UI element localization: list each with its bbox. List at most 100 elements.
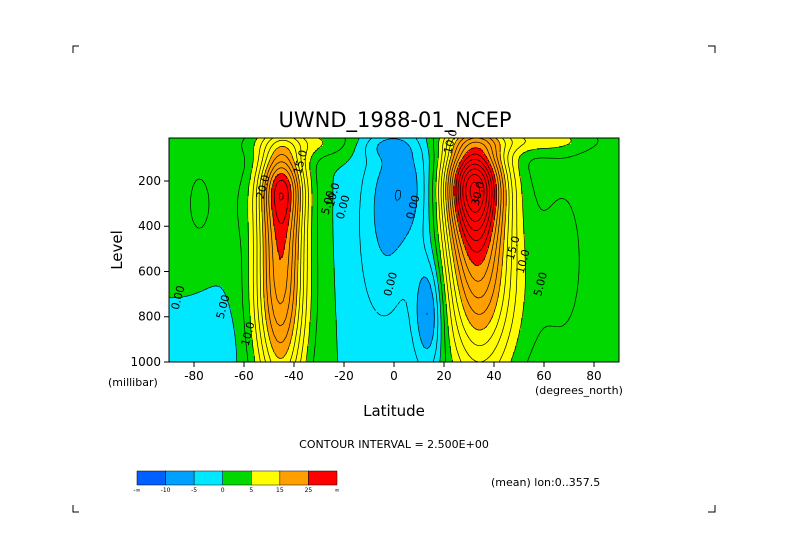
field-cell xyxy=(295,162,310,165)
field-cell xyxy=(337,358,442,361)
field-cell xyxy=(233,320,252,323)
field-cell xyxy=(253,146,280,149)
field-cell xyxy=(465,312,494,315)
field-cell xyxy=(337,350,442,353)
field-cell xyxy=(355,150,378,153)
field-cell xyxy=(249,234,264,237)
field-cell xyxy=(311,272,336,275)
field-cell xyxy=(455,198,498,201)
field-cell xyxy=(421,340,432,343)
field-cell xyxy=(289,216,300,219)
field-cell xyxy=(261,208,272,211)
field-cell xyxy=(501,148,538,151)
contour-label: 0.00 xyxy=(404,194,423,221)
field-cell xyxy=(311,180,334,183)
field-cell xyxy=(249,256,264,259)
field-cell xyxy=(481,148,502,151)
field-cell xyxy=(231,312,250,315)
field-cell xyxy=(467,250,488,253)
field-cell xyxy=(445,194,454,197)
field-cell xyxy=(311,318,336,321)
field-cell xyxy=(271,340,292,343)
field-cell xyxy=(505,220,524,223)
field-cell xyxy=(427,278,438,281)
field-cell xyxy=(445,300,462,303)
field-cell xyxy=(521,192,619,195)
field-cell xyxy=(169,198,248,201)
field-cell xyxy=(311,242,334,245)
field-cell xyxy=(461,298,498,301)
contour-label: 20.0 xyxy=(254,173,273,200)
field-cell xyxy=(441,304,448,307)
field-cell xyxy=(385,254,392,257)
contour-label: 0.00 xyxy=(381,271,400,298)
field-cell xyxy=(375,206,418,209)
field-cell xyxy=(301,204,314,207)
field-cell xyxy=(493,312,524,315)
field-cell xyxy=(299,220,312,223)
field-cell xyxy=(249,252,264,255)
field-cell xyxy=(265,304,298,307)
field-cell xyxy=(445,288,460,291)
field-cell xyxy=(249,186,264,189)
field-cell xyxy=(333,242,380,245)
field-cell xyxy=(493,230,506,233)
colorbar-tick-label: 0 xyxy=(221,487,225,494)
field-cell xyxy=(297,280,312,283)
field-cell xyxy=(523,210,619,213)
field-cell xyxy=(225,294,250,297)
field-cell xyxy=(377,152,414,155)
contour-label: 10.0 xyxy=(239,320,258,347)
x-tick-label: -40 xyxy=(284,369,304,383)
field-cell xyxy=(443,276,458,279)
contour-label: 10.0 xyxy=(441,128,460,155)
field-cell xyxy=(445,290,460,293)
field-cell xyxy=(455,210,496,213)
field-cell xyxy=(235,338,252,341)
field-cell xyxy=(461,234,492,237)
field-cell xyxy=(169,200,248,203)
field-cell xyxy=(495,310,524,313)
field-cell xyxy=(505,208,524,211)
x-tick-label: -20 xyxy=(334,369,354,383)
field-cell xyxy=(333,234,378,237)
field-cell xyxy=(493,228,506,231)
field-cell xyxy=(201,290,224,293)
field-cell xyxy=(437,178,448,181)
field-cell xyxy=(307,350,338,353)
field-cell xyxy=(311,174,336,177)
field-cell xyxy=(441,352,452,355)
field-cell xyxy=(455,264,476,267)
field-cell xyxy=(507,200,524,203)
field-cell xyxy=(265,308,296,311)
field-cell xyxy=(433,258,442,261)
field-cell xyxy=(249,272,264,275)
field-cell xyxy=(275,352,288,355)
field-cell xyxy=(447,304,464,307)
field-cell xyxy=(435,186,446,189)
field-cell xyxy=(375,210,416,213)
field-cell xyxy=(289,148,318,151)
field-cell xyxy=(251,328,268,331)
field-cell xyxy=(311,250,334,253)
field-cell xyxy=(311,306,336,309)
field-cell xyxy=(267,168,298,171)
field-cell xyxy=(503,254,526,257)
field-cell xyxy=(441,312,448,315)
field-cell xyxy=(419,334,434,337)
field-cell xyxy=(333,252,384,255)
field-cell xyxy=(289,214,300,217)
field-cell xyxy=(337,356,442,359)
field-cell xyxy=(435,314,442,317)
field-cell xyxy=(451,158,464,161)
field-cell xyxy=(417,298,434,301)
field-cell xyxy=(413,160,430,163)
field-cell xyxy=(517,340,619,343)
field-cell xyxy=(295,316,312,319)
field-cell xyxy=(313,200,334,203)
field-cell xyxy=(311,182,334,185)
field-cell xyxy=(521,186,619,189)
field-cell xyxy=(519,162,619,165)
field-cell xyxy=(455,196,498,199)
field-cell xyxy=(237,360,256,362)
